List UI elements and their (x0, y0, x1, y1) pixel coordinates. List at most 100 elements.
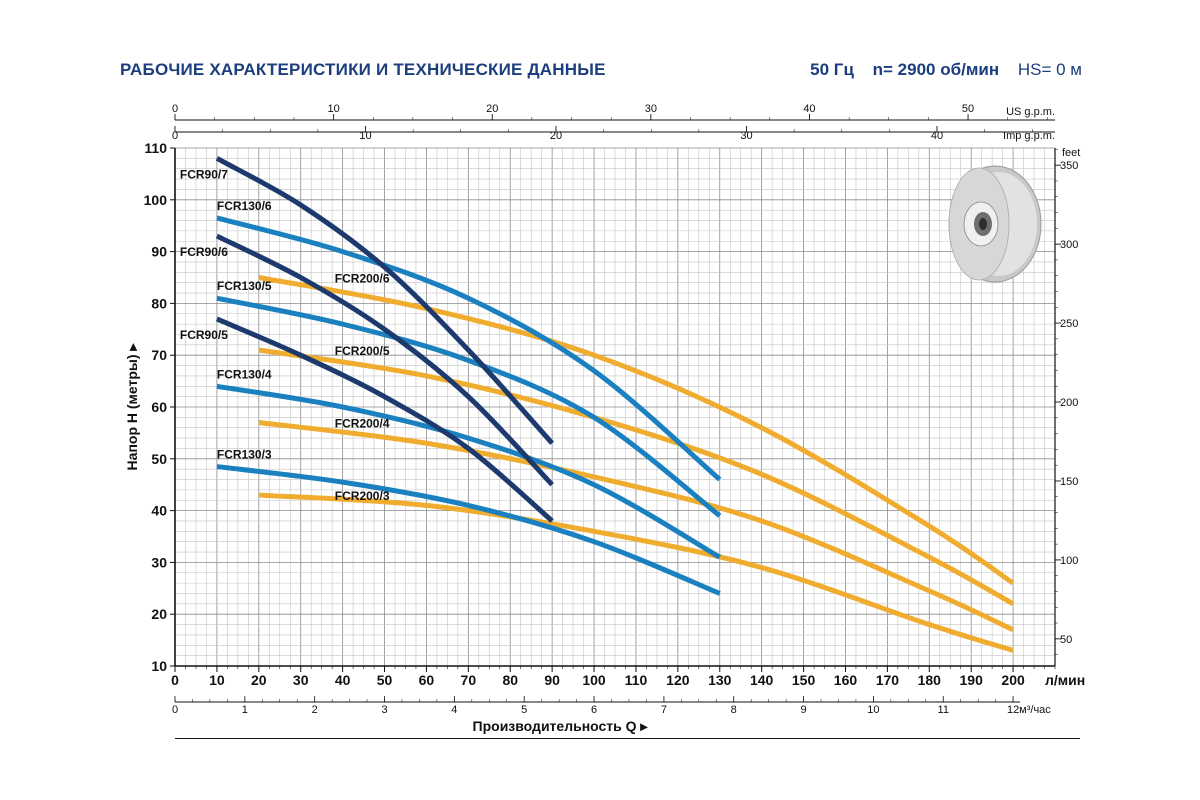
page-title: РАБОЧИЕ ХАРАКТЕРИСТИКИ И ТЕХНИЧЕСКИЕ ДАН… (120, 60, 606, 79)
series-label: FCR130/6 (217, 199, 272, 213)
x-tick-label: 20 (251, 672, 267, 688)
y-tick-label: 60 (151, 399, 167, 415)
series-line-fcr130-4 (216, 383, 722, 560)
x-tick-label: 130 (708, 672, 732, 688)
us-gpm-tick-label: 50 (962, 103, 974, 115)
feet-tick-label: 200 (1060, 397, 1078, 409)
feet-tick-label: 100 (1060, 555, 1078, 567)
feet-tick-label: 300 (1060, 239, 1078, 251)
series-line-fcr90-6 (215, 233, 554, 487)
series-label: FCR200/4 (335, 417, 390, 431)
m3-tick-label: 8 (731, 704, 737, 716)
y-axis-title: Напор H (метры) ▸ (124, 343, 140, 471)
m3-tick-label: 4 (451, 704, 457, 716)
series-label: FCR90/7 (180, 167, 228, 181)
impeller-image (948, 165, 1042, 283)
feet-tick-label: 50 (1060, 634, 1072, 646)
y-tick-label: 50 (151, 451, 167, 467)
series-label: FCR200/5 (335, 344, 390, 358)
m3-tick-label: 11 (938, 704, 949, 716)
header-meta: 50 Гц n= 2900 об/мин HS= 0 м (810, 60, 1082, 80)
x-tick-label: 110 (625, 672, 648, 688)
y-tick-label: 20 (151, 606, 167, 622)
m3-tick-label: 0 (172, 704, 178, 716)
y-tick-label: 100 (144, 192, 168, 208)
x-tick-label: 120 (666, 672, 690, 688)
x-tick-label: 180 (918, 672, 942, 688)
imp-gpm-tick-label: 30 (740, 130, 752, 142)
y-tick-label: 110 (144, 140, 167, 156)
feet-tick-label: 150 (1060, 476, 1078, 488)
x-tick-label: 170 (876, 672, 900, 688)
y-tick-label: 90 (151, 244, 167, 260)
series-line-fcr200-6 (258, 275, 1015, 586)
m3-tick-label: 12 (1007, 704, 1019, 716)
imp-gpm-tick-label: 20 (550, 130, 562, 142)
imp-gpm-tick-label: 0 (172, 130, 178, 142)
m3-tick-label: 2 (312, 704, 318, 716)
series-line-fcr130-3 (216, 464, 721, 596)
series-line-fcr200-5 (258, 347, 1015, 607)
series-label: FCR200/3 (335, 489, 390, 503)
series-label: FCR130/3 (217, 448, 272, 462)
m3-tick-label: 3 (381, 704, 387, 716)
imp-gpm-label: Imp g.p.m. (1003, 130, 1055, 142)
y-tick-label: 40 (151, 503, 167, 519)
x-axis-title: Производительность Q ▸ (473, 718, 649, 734)
series-line-fcr130-5 (216, 295, 722, 518)
us-gpm-tick-label: 30 (645, 103, 657, 115)
imp-gpm-tick-label: 10 (359, 130, 371, 142)
y-tick-label: 30 (151, 554, 167, 570)
feet-tick-label: 350 (1060, 160, 1078, 172)
y-tick-label: 70 (151, 347, 167, 363)
series-label: FCR90/6 (180, 245, 228, 259)
hs-label: HS= 0 м (1017, 60, 1082, 79)
m3-tick-label: 7 (661, 704, 667, 716)
x-tick-label: 190 (960, 672, 984, 688)
frequency-label: 50 Гц (810, 60, 854, 79)
x-tick-label: 80 (502, 672, 518, 688)
x-tick-label: 150 (792, 672, 816, 688)
bottom-rule (175, 738, 1080, 739)
series-line-fcr200-3 (258, 492, 1014, 653)
m3-tick-label: 6 (591, 704, 597, 716)
m3-tick-label: 9 (801, 704, 807, 716)
x-tick-label: 50 (377, 672, 393, 688)
x-tick-label: 100 (582, 672, 606, 688)
series-line-fcr130-6 (216, 215, 722, 482)
x-unit-label: л/мин (1045, 672, 1085, 688)
us-gpm-label: US g.p.m. (1006, 106, 1055, 118)
x-tick-label: 200 (1001, 672, 1025, 688)
x-tick-label: 160 (834, 672, 858, 688)
feet-label: feet (1062, 147, 1080, 159)
us-gpm-tick-label: 40 (803, 103, 815, 115)
m3-unit-label: м³/час (1019, 704, 1051, 716)
series-line-fcr90-7 (215, 156, 555, 445)
series-curves (215, 156, 1015, 653)
x-tick-label: 60 (419, 672, 435, 688)
x-tick-label: 0 (171, 672, 179, 688)
series-line-fcr90-5 (215, 316, 554, 523)
feet-tick-label: 250 (1060, 318, 1078, 330)
x-tick-label: 30 (293, 672, 309, 688)
m3-tick-label: 10 (867, 704, 879, 716)
x-tick-label: 90 (544, 672, 560, 688)
series-line-fcr200-4 (258, 420, 1015, 633)
imp-gpm-tick-label: 40 (931, 130, 943, 142)
us-gpm-tick-label: 10 (327, 103, 339, 115)
series-label: FCR200/6 (335, 272, 390, 286)
series-label: FCR130/5 (217, 279, 272, 293)
speed-label: n= 2900 об/мин (872, 60, 1000, 79)
x-tick-label: 10 (209, 672, 225, 688)
series-label: FCR90/5 (180, 328, 228, 342)
x-tick-label: 70 (461, 672, 477, 688)
series-labels: FCR90/7 FCR90/6 FCR90/5 FCR130/6 FCR130/5 FCR… (180, 167, 390, 503)
x-tick-label: 140 (750, 672, 774, 688)
x-tick-label: 40 (335, 672, 351, 688)
us-gpm-tick-label: 20 (486, 103, 498, 115)
y-tick-label: 80 (151, 295, 167, 311)
m3-tick-label: 1 (242, 704, 248, 716)
series-label: FCR130/4 (217, 367, 272, 381)
